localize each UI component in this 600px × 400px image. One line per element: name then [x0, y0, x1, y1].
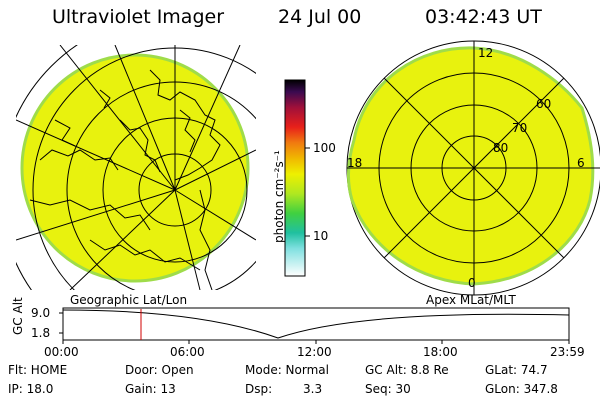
flight-status: Flt: HOME	[8, 363, 68, 377]
altitude-xtick-0000: 00:00	[44, 345, 79, 359]
magnetic-caption: Apex MLat/MLT	[426, 293, 516, 307]
aurora-disk-magnetic	[346, 46, 595, 286]
altitude-xtick-2359: 23:59	[550, 345, 585, 359]
mlat-label-70: 70	[512, 121, 528, 135]
colorbar-tick-100: 100	[313, 141, 336, 155]
geographic-caption: Geographic Lat/Lon	[70, 293, 188, 307]
altitude-xtick-1200: 12:00	[297, 345, 332, 359]
mlt-label-6: 6	[577, 156, 585, 170]
ip-value: IP: 18.0	[8, 382, 54, 396]
dsp-value: 3.3	[303, 382, 323, 396]
time-label: 03:42:43 UT	[425, 6, 542, 28]
altitude-ylabel: GC Alt	[11, 297, 25, 335]
app-title: Ultraviolet Imager	[52, 6, 225, 28]
altitude-xtick-0600: 06:00	[170, 345, 205, 359]
date-label: 24 Jul 00	[278, 6, 362, 28]
geographic-longitude: GLon: 347.8	[485, 382, 558, 396]
gain-value: Gain: 13	[125, 382, 176, 396]
mlt-label-18: 18	[347, 156, 363, 170]
altitude-ytick-low: 1.8	[31, 326, 51, 340]
mode-value: Mode: Normal	[245, 363, 329, 377]
colorbar-tick-10: 10	[313, 229, 329, 243]
mlat-label-60: 60	[536, 97, 552, 111]
door-status: Door: Open	[125, 363, 194, 377]
gc-altitude: GC Alt: 8.8 Re	[365, 363, 449, 377]
geographic-latitude: GLat: 74.7	[485, 363, 548, 377]
mlat-label-80: 80	[493, 141, 509, 155]
mlt-label-12: 12	[478, 46, 494, 60]
mlt-label-0: 0	[468, 276, 476, 290]
altitude-ytick-high: 9.0	[31, 306, 51, 320]
altitude-curve	[62, 309, 570, 339]
aurora-disk-geographic	[20, 53, 250, 283]
dsp-label: Dsp:	[245, 382, 273, 396]
sequence-value: Seq: 30	[365, 382, 411, 396]
altitude-xtick-1800: 18:00	[423, 345, 458, 359]
